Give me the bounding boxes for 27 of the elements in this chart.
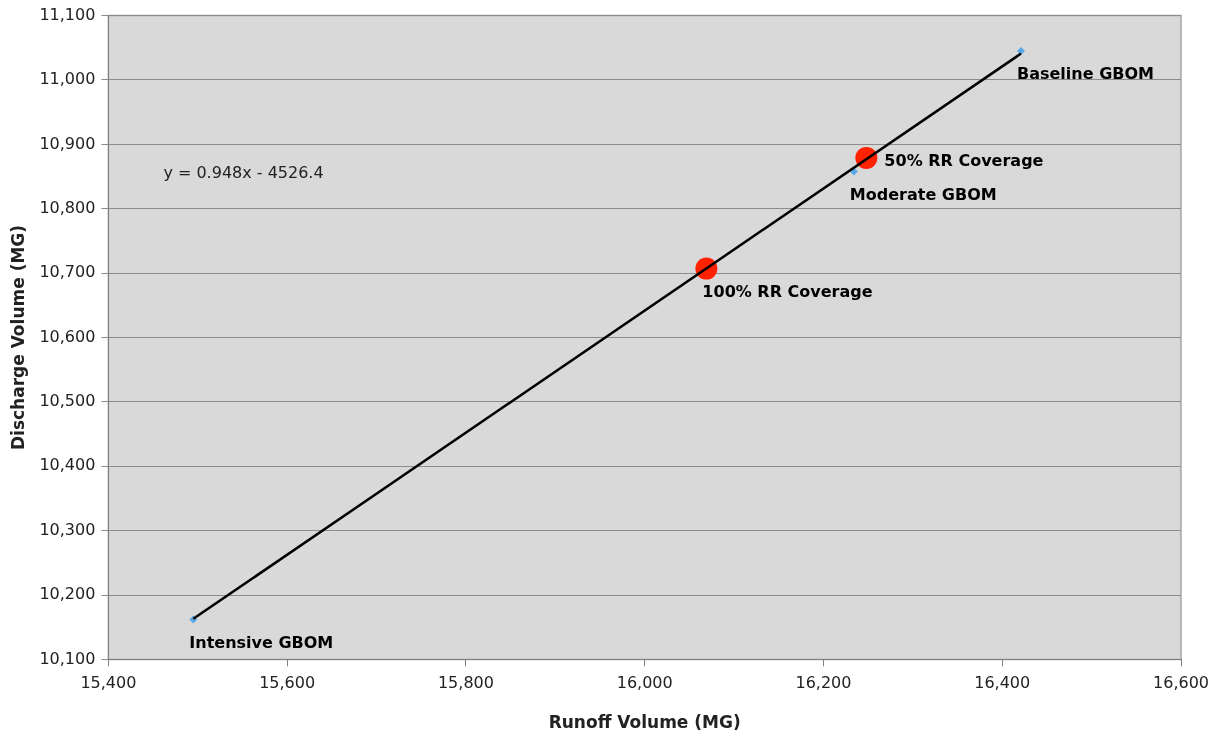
y-tick-label: 10,300 [39, 519, 96, 539]
y-tick-label: 10,400 [39, 455, 96, 475]
y-tick-label: 10,600 [39, 326, 96, 346]
x-tick-label: 15,600 [259, 673, 316, 693]
x-tick-label: 16,600 [1153, 673, 1209, 693]
y-tick-label: 10,200 [39, 584, 96, 604]
annotation: Baseline GBOM [1017, 64, 1154, 84]
y-tick-label: 11,100 [39, 4, 96, 24]
y-tick-label: 10,800 [39, 197, 96, 217]
annotation: 100% RR Coverage [702, 281, 873, 301]
x-axis-title: Runoff Volume (MG) [548, 712, 741, 733]
point [1017, 47, 1025, 56]
x-tick-label: 15,400 [80, 673, 137, 693]
annotation: Moderate GBOM [849, 184, 997, 204]
annotation: 50% RR Coverage [884, 151, 1044, 171]
y-tick-label: 10,500 [39, 391, 96, 411]
annotation: Intensive GBOM [189, 632, 334, 652]
y-tick-label: 10,900 [39, 133, 96, 153]
y-tick-label: 10,100 [39, 648, 96, 668]
x-tick-label: 16,200 [795, 673, 852, 693]
y-tick-label: 11,000 [39, 69, 96, 89]
x-tick-label: 15,800 [437, 673, 494, 693]
y-axis-title: Discharge Volume (MG) [7, 224, 28, 451]
y-tick-label: 10,700 [39, 262, 96, 282]
x-tick-label: 16,000 [616, 673, 673, 693]
x-tick-label: 16,400 [974, 673, 1031, 693]
annotation: y = 0.948x - 4526.4 [163, 162, 324, 182]
